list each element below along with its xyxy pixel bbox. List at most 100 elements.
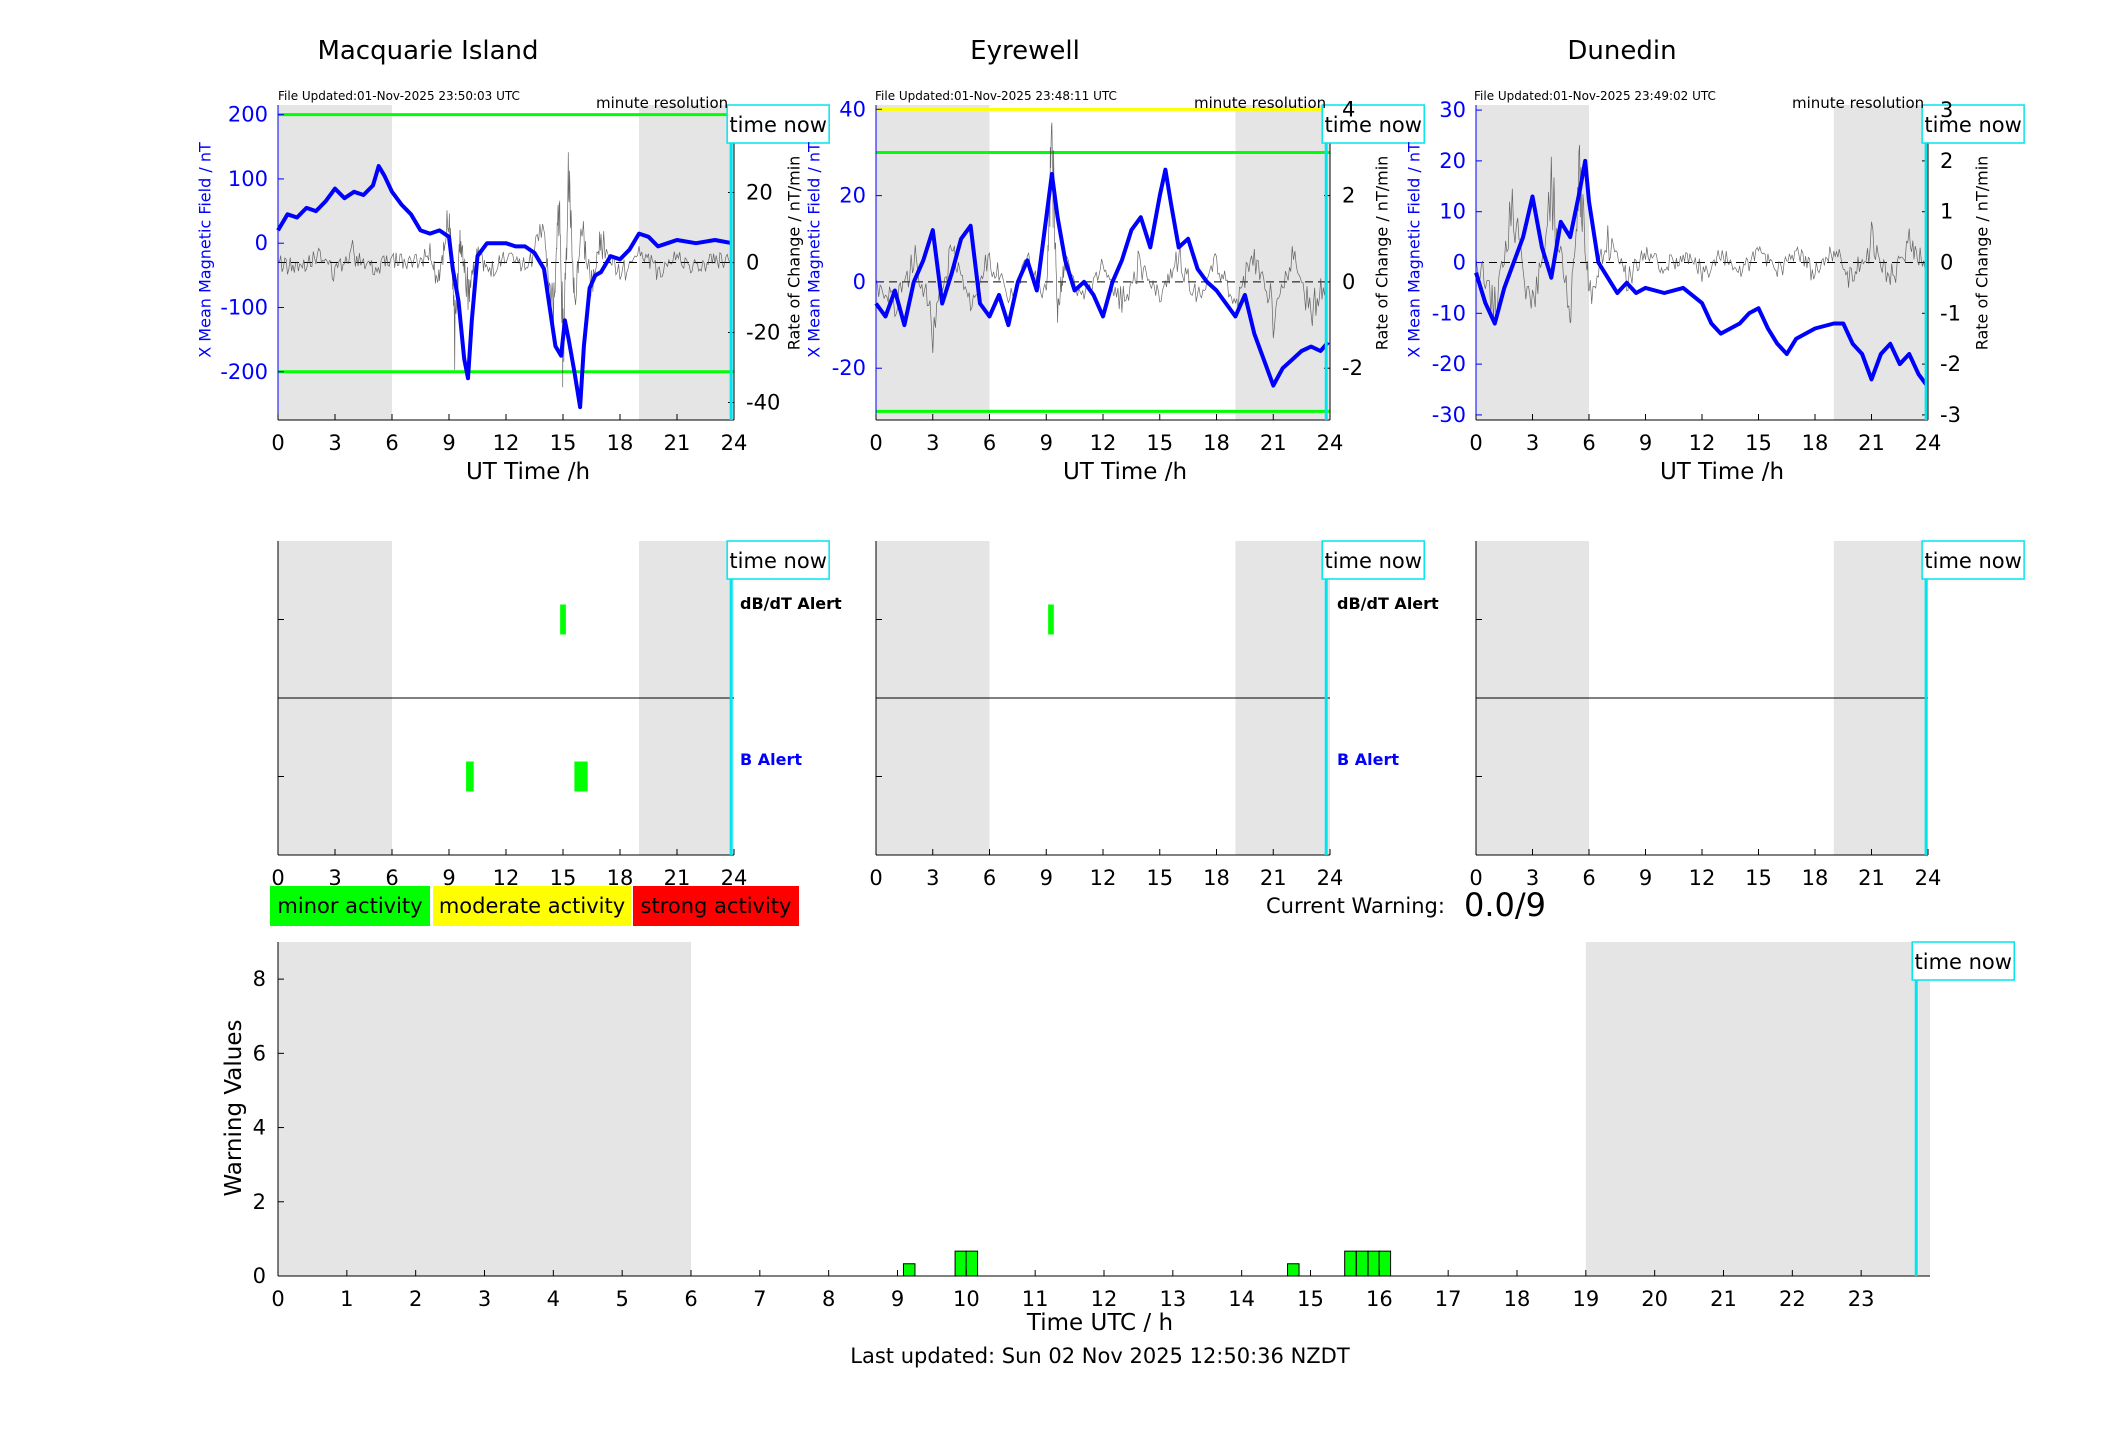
macquarie-y2tick-label-3: -40 (746, 391, 780, 415)
dunedin-y2tick-label-6: -3 (1940, 403, 1961, 427)
eyrewell-alert-xtick-label-5: 15 (1146, 866, 1173, 890)
bottom-ytick-label-4: 0 (253, 1264, 266, 1288)
dunedin-alert-xtick-label-2: 6 (1582, 866, 1595, 890)
dunedin-xtick-label-8: 24 (1915, 431, 1942, 455)
bottom-xtick-label-0: 0 (271, 1287, 284, 1311)
eyrewell-top-time-now-label: time now (1324, 113, 1421, 137)
dunedin-ytick-label-5: -20 (1432, 352, 1466, 376)
bottom-xtick-label-9: 9 (891, 1287, 904, 1311)
macquarie-xtick-label-7: 21 (664, 431, 691, 455)
dunedin-xtick-label-6: 18 (1802, 431, 1829, 455)
warning-bar-1 (954, 1250, 968, 1277)
eyrewell-alert-xtick-label-8: 24 (1317, 866, 1344, 890)
macquarie-y2tick-label-2: -20 (746, 321, 780, 345)
macquarie-xtick-label-6: 18 (607, 431, 634, 455)
warning-bar-3 (1287, 1263, 1300, 1277)
eyrewell-ytick-label-1: 20 (839, 184, 866, 208)
eyrewell-xtick-label-6: 18 (1203, 431, 1230, 455)
dunedin-y2tick-label-3: 0 (1940, 251, 1953, 275)
bottom-shade-1 (1585, 942, 1930, 1276)
bottom-xtick-label-6: 6 (684, 1287, 697, 1311)
macquarie-alert-time-now-label: time now (729, 549, 826, 573)
dunedin-ytick-label-2: 10 (1439, 200, 1466, 224)
eyrewell-alert-xtick-label-7: 21 (1260, 866, 1287, 890)
dunedin-y2tick-label-1: 2 (1940, 149, 1953, 173)
eyrewell-ytick-label-3: -20 (832, 356, 866, 380)
eyrewell-alert-time-now-box (1321, 540, 1425, 580)
dunedin-top-time-now-box (1921, 104, 2025, 144)
dunedin-xtick-label-3: 9 (1639, 431, 1652, 455)
plot-content (276, 104, 2025, 1277)
warning-bar-4 (1344, 1250, 1357, 1277)
dunedin-top-time-now-label: time now (1924, 113, 2021, 137)
bottom-xtick-label-11: 11 (1022, 1287, 1049, 1311)
dunedin-alert-xtick-label-1: 3 (1526, 866, 1539, 890)
bottom-ytick-label-3: 2 (253, 1190, 266, 1214)
dunedin-ytick-label-0: 30 (1439, 98, 1466, 122)
eyrewell-alert-time-now-label: time now (1324, 549, 1421, 573)
eyrewell-y2tick-label-3: -2 (1342, 356, 1363, 380)
macquarie-top-time-now-box (726, 104, 830, 144)
eyrewell-y2tick-label-0: 4 (1342, 97, 1355, 121)
macquarie-y2tick-label-1: 0 (746, 251, 759, 275)
warning-bar-5 (1355, 1250, 1369, 1277)
bottom-xtick-label-23: 23 (1848, 1287, 1875, 1311)
macquarie-xtick-label-5: 15 (550, 431, 577, 455)
dunedin-alert-xtick-label-8: 24 (1915, 866, 1942, 890)
eyrewell-xtick-label-5: 15 (1146, 431, 1173, 455)
dunedin-xtick-label-2: 6 (1582, 431, 1595, 455)
eyrewell-shade-0 (876, 105, 990, 420)
bottom-xtick-label-15: 15 (1297, 1287, 1324, 1311)
bottom-xtick-label-10: 10 (953, 1287, 980, 1311)
macquarie-rate-series (277, 152, 732, 388)
bottom-xtick-label-19: 19 (1572, 1287, 1599, 1311)
dunedin-alert-xtick-label-5: 15 (1745, 866, 1772, 890)
macquarie-xtick-label-2: 6 (385, 431, 398, 455)
dunedin-xtick-label-5: 15 (1745, 431, 1772, 455)
macquarie-ytick-label-4: -200 (220, 360, 268, 384)
eyrewell-y2tick-label-2: 0 (1342, 270, 1355, 294)
eyrewell-xtick-label-7: 21 (1260, 431, 1287, 455)
dunedin-xtick-label-1: 3 (1526, 431, 1539, 455)
eyrewell-xtick-label-2: 6 (983, 431, 996, 455)
bottom-shade-0 (278, 942, 691, 1276)
bottom-xtick-label-7: 7 (753, 1287, 766, 1311)
bottom-ytick-label-0: 8 (253, 967, 266, 991)
eyrewell-xtick-label-1: 3 (926, 431, 939, 455)
macquarie-y2tick-label-0: 20 (746, 181, 773, 205)
bottom-xtick-label-8: 8 (822, 1287, 835, 1311)
eyrewell-alert-xtick-label-0: 0 (869, 866, 882, 890)
eyrewell-ytick-label-2: 0 (853, 270, 866, 294)
bottom-time-now-label: time now (1915, 950, 2012, 974)
dunedin-alert-time-now-box (1921, 540, 2025, 580)
macquarie-alert-xtick-label-1: 3 (328, 866, 341, 890)
bottom-ytick-label-1: 6 (253, 1041, 266, 1065)
macquarie-top-time-now-label: time now (729, 113, 826, 137)
warning-bar-0 (902, 1263, 916, 1277)
dunedin-ytick-label-4: -10 (1432, 301, 1466, 325)
bottom-xtick-label-5: 5 (615, 1287, 628, 1311)
macquarie-xtick-label-8: 24 (721, 431, 748, 455)
bottom-xtick-label-18: 18 (1504, 1287, 1531, 1311)
bottom-ytick-label-2: 4 (253, 1116, 266, 1140)
bottom-xtick-label-4: 4 (547, 1287, 560, 1311)
dunedin-rate-series (1475, 144, 1926, 324)
shaded-regions (278, 105, 1930, 1276)
macquarie-xtick-label-1: 3 (328, 431, 341, 455)
bottom-xtick-label-17: 17 (1435, 1287, 1462, 1311)
macquarie-field-series (276, 164, 733, 410)
eyrewell-xtick-label-3: 9 (1040, 431, 1053, 455)
macquarie-xtick-label-4: 12 (493, 431, 520, 455)
eyrewell-top-time-now-box (1321, 104, 1425, 144)
macquarie-alert-time-now-box (726, 540, 830, 580)
bottom-xtick-label-20: 20 (1641, 1287, 1668, 1311)
dunedin-field-series (1474, 158, 1928, 386)
dunedin-alert-xtick-label-7: 21 (1858, 866, 1885, 890)
macquarie-alert-xtick-label-7: 21 (664, 866, 691, 890)
macquarie-b-alert-bar-1 (574, 761, 588, 792)
macquarie-alert-xtick-label-6: 18 (607, 866, 634, 890)
macquarie-ytick-label-0: 200 (228, 103, 268, 127)
eyrewell-db-alert-bar-0 (1048, 604, 1054, 635)
eyrewell-xtick-label-0: 0 (869, 431, 882, 455)
